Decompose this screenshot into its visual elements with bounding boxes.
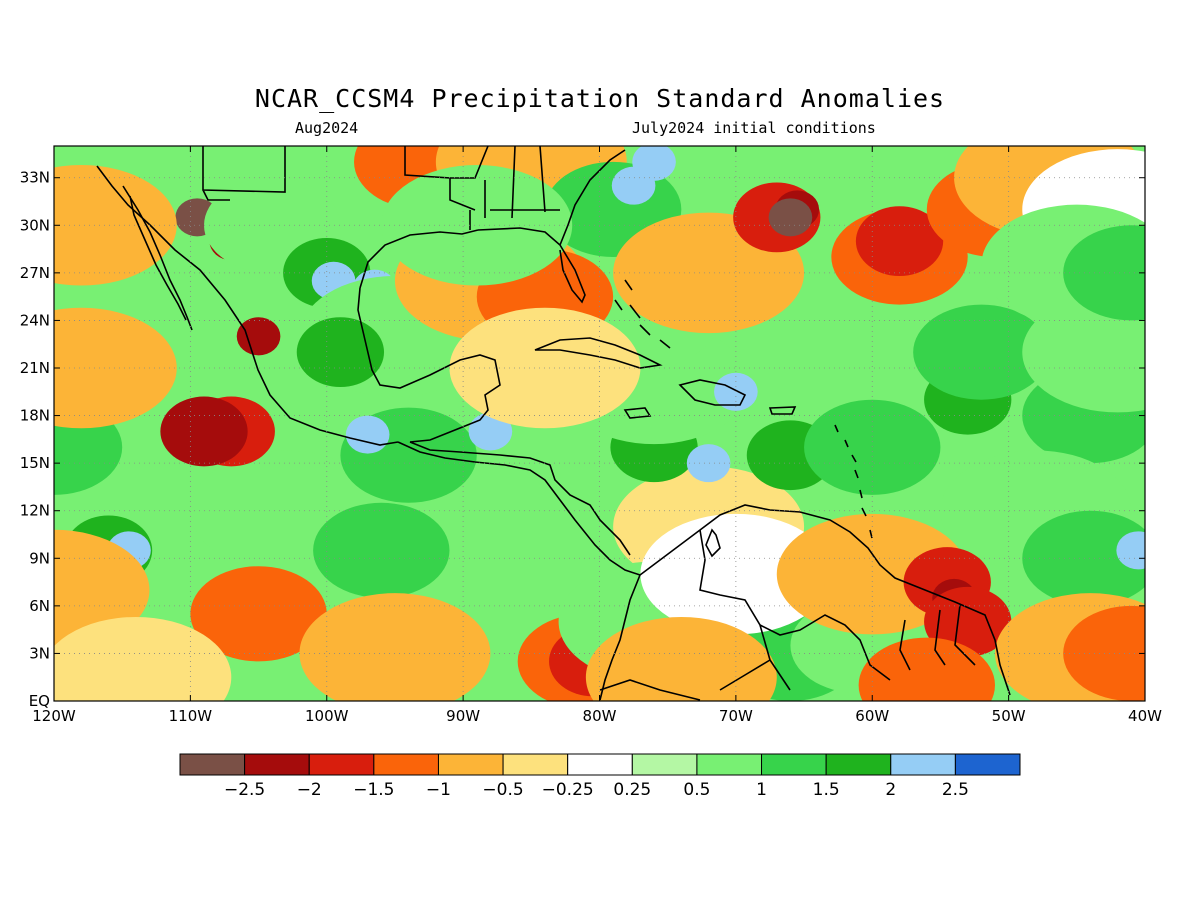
anomaly-region — [924, 586, 1012, 657]
anomaly-region — [313, 502, 450, 598]
anomaly-region — [855, 206, 944, 277]
gulf-of-mexico-coast — [357, 287, 501, 443]
lat-tick-label: 18N — [20, 407, 50, 425]
lat-tick-label: 3N — [29, 644, 50, 662]
jamaica-coast — [623, 407, 652, 419]
colorbar-label: −0.25 — [542, 780, 594, 800]
colorbar-swatch — [825, 753, 892, 776]
colorbar-label: −2 — [297, 780, 322, 800]
colorbar-label: 0.5 — [683, 780, 710, 800]
colorbar-swatch — [954, 753, 1021, 776]
anomaly-region — [1116, 531, 1145, 570]
lat-tick-label: 12N — [20, 502, 50, 520]
south-america-pacific-coast — [599, 574, 641, 701]
colorbar-swatch — [631, 753, 698, 776]
anomaly-region — [804, 399, 941, 495]
anomaly-region — [345, 415, 390, 454]
anomaly-region — [236, 317, 281, 356]
anomaly-region — [54, 307, 177, 429]
initial-conditions-label: July2024 initial conditions — [632, 119, 876, 137]
forecast-month: Aug2024 — [295, 119, 359, 137]
colorbar-label: −1.5 — [353, 780, 394, 800]
anomaly-region — [1063, 605, 1145, 701]
lat-tick-label: 24N — [20, 311, 50, 329]
anomaly-field — [54, 146, 1145, 701]
florida-coast — [477, 149, 626, 304]
mexico-pacific-coast — [96, 165, 399, 446]
lon-tick-label: 110W — [169, 707, 213, 725]
anomaly-region — [299, 593, 491, 701]
lon-tick-label: 70W — [719, 707, 753, 725]
anomaly-region — [858, 637, 995, 701]
lon-tick-label: 120W — [32, 707, 76, 725]
central-america-coast — [397, 441, 641, 576]
anomaly-region — [632, 146, 676, 181]
south-america-borders — [599, 529, 976, 701]
colorbar-swatch — [179, 753, 246, 776]
colorbar-swatch — [567, 753, 633, 776]
lat-tick-label: 6N — [29, 597, 50, 615]
anomaly-region — [160, 396, 248, 467]
anomaly-region — [686, 444, 731, 483]
lake-maracaibo — [705, 528, 721, 558]
bahamas-islands — [614, 279, 671, 349]
lat-tick-label: EQ — [29, 692, 50, 710]
cuba-coast — [534, 337, 663, 369]
colorbar-label: 2.5 — [942, 780, 969, 800]
anomaly-region — [1022, 510, 1145, 606]
colorbar-swatch — [502, 753, 569, 776]
colorbar-swatch — [890, 753, 956, 776]
lat-tick-label: 9N — [29, 549, 50, 567]
lesser-antilles — [834, 424, 873, 539]
lon-tick-label: 80W — [583, 707, 617, 725]
anomaly-region — [54, 165, 177, 286]
lat-tick-label: 30N — [20, 216, 50, 234]
anomaly-region — [381, 165, 573, 286]
lat-tick-label: 15N — [20, 454, 50, 472]
colorbar-swatch — [437, 753, 504, 776]
lon-tick-label: 40W — [1128, 707, 1162, 725]
colorbar-swatch — [696, 753, 763, 776]
map-gridlines — [54, 146, 1145, 701]
anomaly-region — [913, 304, 1050, 400]
colorbar-label: −1 — [426, 780, 451, 800]
baja-california-coast — [122, 185, 193, 331]
lon-tick-label: 60W — [855, 707, 889, 725]
colorbar: −2.5 −2 −1.5 −1 −0.5 −0.25 0.25 0.5 1 1.5 2 2.5 — [179, 753, 1021, 800]
hispaniola-coast — [678, 379, 747, 406]
colorbar-swatch — [244, 753, 310, 776]
colorbar-label: 0.25 — [613, 780, 651, 800]
lat-tick-label: 21N — [20, 359, 50, 377]
colorbar-swatch — [373, 753, 439, 776]
anomaly-region — [190, 566, 327, 662]
puerto-rico-coast — [768, 406, 797, 415]
anomaly-region — [54, 616, 232, 701]
texas-gulf-coast — [359, 229, 479, 289]
lon-tick-label: 50W — [992, 707, 1026, 725]
map-title: NCAR_CCSM4 Precipitation Standard Anomal… — [254, 84, 946, 113]
lat-tick-label: 27N — [20, 264, 50, 282]
anomaly-region — [468, 412, 513, 451]
lon-tick-label: 100W — [305, 707, 349, 725]
colorbar-label: 1 — [756, 780, 767, 800]
anomaly-region — [296, 317, 385, 388]
anomaly-region — [585, 616, 777, 701]
lon-tick-label: 90W — [446, 707, 480, 725]
colorbar-label: 1.5 — [813, 780, 840, 800]
colorbar-swatch — [308, 753, 375, 776]
anomaly-region — [640, 513, 832, 635]
colorbar-label: 2 — [885, 780, 896, 800]
anomaly-region — [1063, 225, 1145, 321]
anomaly-region — [768, 198, 813, 237]
lat-tick-label: 33N — [20, 169, 50, 187]
colorbar-swatch — [761, 753, 827, 776]
colorbar-label: −2.5 — [224, 780, 265, 800]
colorbar-label: −0.5 — [482, 780, 523, 800]
